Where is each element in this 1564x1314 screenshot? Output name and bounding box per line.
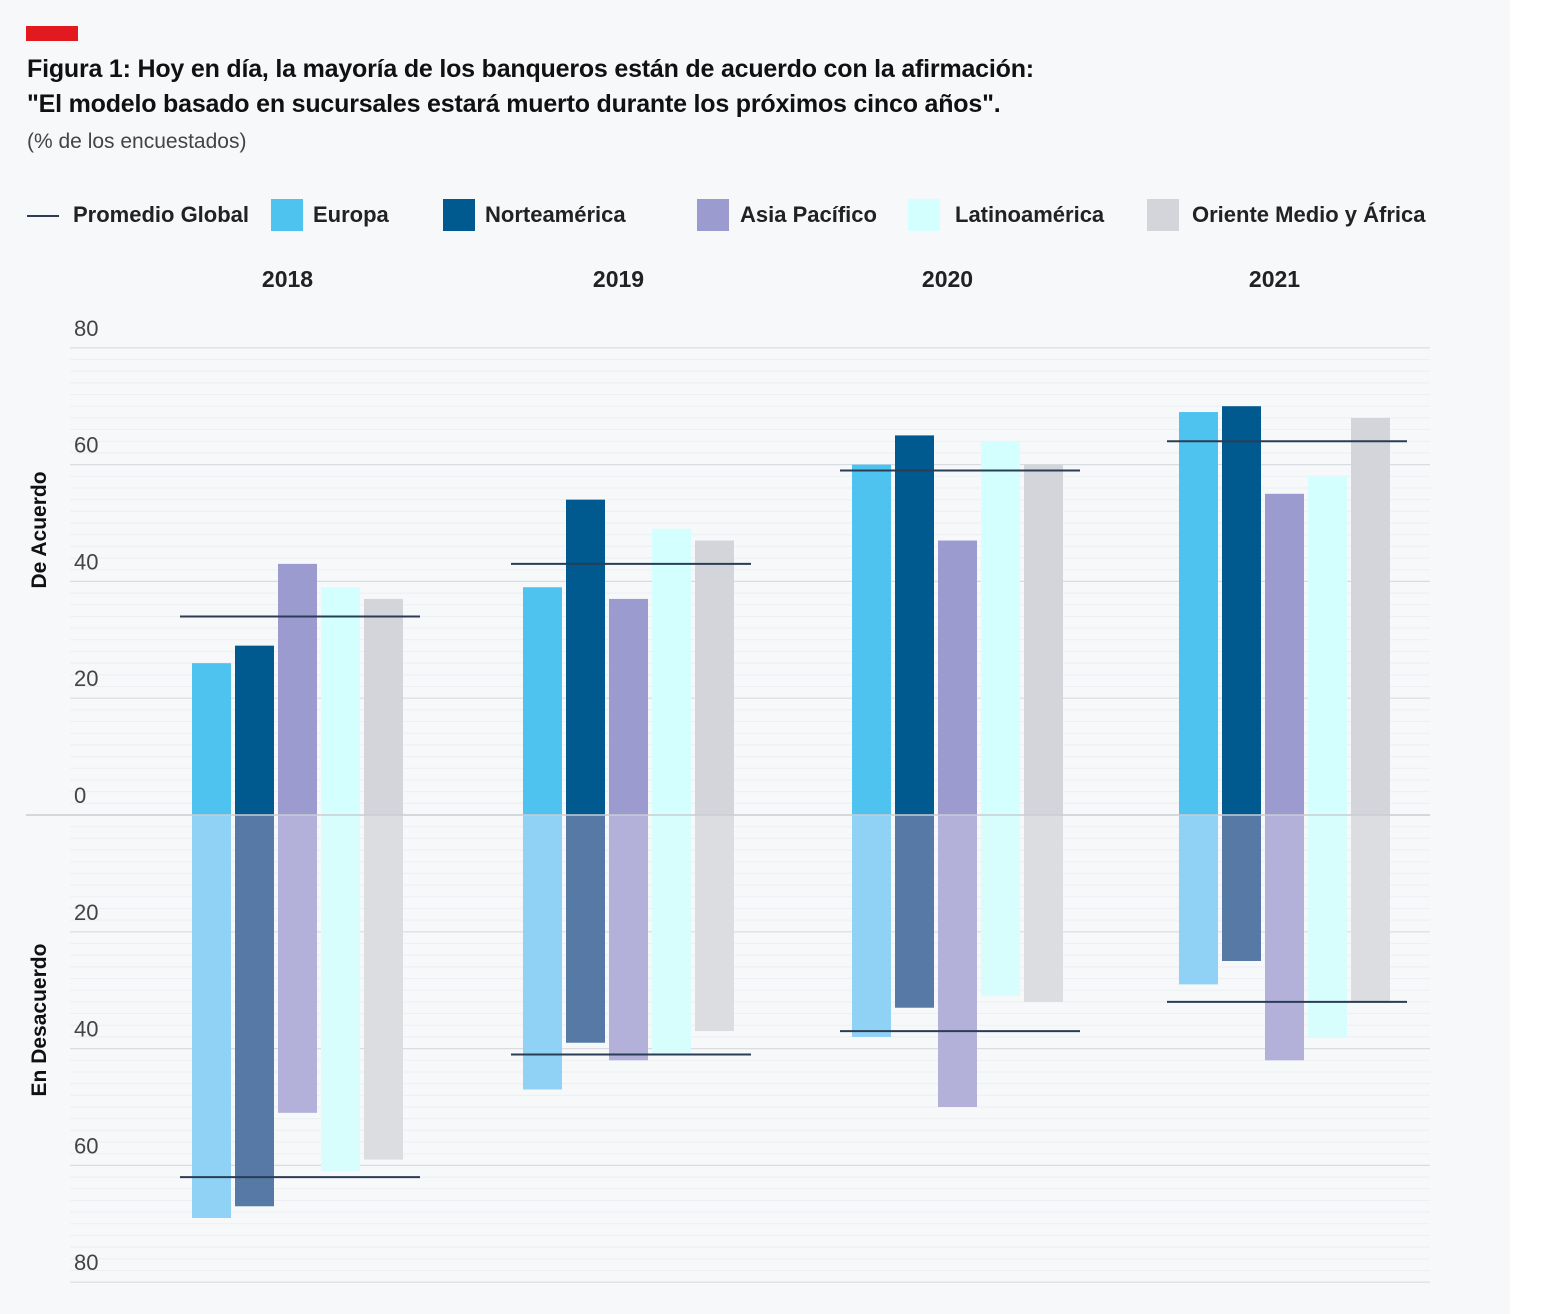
bar-disagree bbox=[364, 815, 403, 1160]
legend-swatch bbox=[697, 199, 729, 231]
bar-disagree bbox=[321, 815, 360, 1172]
bar-disagree bbox=[1265, 815, 1304, 1061]
bar-disagree bbox=[1351, 815, 1390, 1002]
legend-line-icon bbox=[27, 215, 59, 217]
bar-agree bbox=[321, 587, 360, 815]
brand-accent-bar bbox=[26, 26, 78, 41]
bar-disagree bbox=[695, 815, 734, 1032]
bar-disagree bbox=[566, 815, 605, 1043]
chart-subtitle: (% de los encuestados) bbox=[27, 130, 247, 153]
bar-disagree bbox=[278, 815, 317, 1113]
bar-agree bbox=[895, 435, 934, 815]
bar-agree bbox=[1265, 493, 1304, 815]
bar-chart: 80 60 40 20 0 20 40 60 80 2018 2019 2020 2021 bbox=[26, 266, 1430, 1283]
bar-disagree bbox=[652, 815, 691, 1055]
chart-title-line-1: Figura 1: Hoy en día, la mayoría de los … bbox=[27, 55, 1034, 83]
bar-disagree bbox=[1308, 815, 1347, 1037]
bar-disagree bbox=[609, 815, 648, 1061]
bar-disagree bbox=[1179, 815, 1218, 985]
bar-agree bbox=[1222, 406, 1261, 815]
legend-swatch bbox=[908, 199, 940, 231]
y-tick-label: 0 bbox=[74, 783, 86, 808]
bar-disagree bbox=[981, 815, 1020, 997]
bar-agree bbox=[1024, 464, 1063, 815]
bar-agree bbox=[852, 464, 891, 815]
year-label: 2018 bbox=[262, 266, 313, 292]
year-label: 2019 bbox=[593, 266, 644, 292]
bar-disagree bbox=[523, 815, 562, 1090]
bar-agree bbox=[235, 645, 274, 815]
chart-title: Figura 1: Hoy en día, la mayoría de los … bbox=[27, 52, 1327, 122]
bar-agree bbox=[609, 598, 648, 815]
bar-disagree bbox=[235, 815, 274, 1207]
bar-disagree bbox=[1222, 815, 1261, 961]
legend-swatch bbox=[271, 199, 303, 231]
legend-swatch bbox=[1147, 199, 1179, 231]
year-label: 2020 bbox=[922, 266, 973, 292]
y-axis-label-disagree: En Desacuerdo bbox=[28, 943, 51, 1097]
y-tick-label: 40 bbox=[74, 549, 98, 574]
bar-agree bbox=[652, 528, 691, 815]
y-tick-label: 60 bbox=[74, 1133, 98, 1158]
legend-label: Asia Pacífico bbox=[740, 202, 877, 227]
bar-agree bbox=[938, 540, 977, 815]
y-tick-label: 20 bbox=[74, 666, 98, 691]
bar-disagree bbox=[938, 815, 977, 1107]
y-tick-label: 60 bbox=[74, 433, 98, 458]
bar-agree bbox=[364, 598, 403, 815]
bar-agree bbox=[1308, 476, 1347, 815]
bar-disagree bbox=[1024, 815, 1063, 1002]
chart-title-line-2: "El modelo basado en sucursales estará m… bbox=[27, 90, 1001, 118]
y-tick-label: 80 bbox=[74, 316, 98, 341]
bar-agree bbox=[523, 587, 562, 815]
legend-swatch bbox=[443, 199, 475, 231]
legend-label: Norteamérica bbox=[485, 202, 626, 227]
bar-agree bbox=[1179, 412, 1218, 815]
bar-agree bbox=[1351, 417, 1390, 815]
bar-agree bbox=[695, 540, 734, 815]
legend-label: Latinoamérica bbox=[955, 202, 1105, 227]
year-label: 2021 bbox=[1249, 266, 1300, 292]
legend-label: Oriente Medio y África bbox=[1192, 202, 1426, 227]
bar-agree bbox=[192, 663, 231, 815]
legend-label: Europa bbox=[313, 202, 389, 227]
bar-agree bbox=[981, 441, 1020, 815]
bar-disagree bbox=[852, 815, 891, 1037]
bar-disagree bbox=[192, 815, 231, 1218]
bar-disagree bbox=[895, 815, 934, 1008]
bar-agree bbox=[278, 563, 317, 815]
y-tick-label: 40 bbox=[74, 1017, 98, 1042]
y-tick-label: 80 bbox=[74, 1250, 98, 1275]
bar-agree bbox=[566, 499, 605, 815]
y-axis-label-agree: De Acuerdo bbox=[28, 471, 51, 589]
y-tick-label: 20 bbox=[74, 900, 98, 925]
legend-label: Promedio Global bbox=[73, 202, 250, 227]
